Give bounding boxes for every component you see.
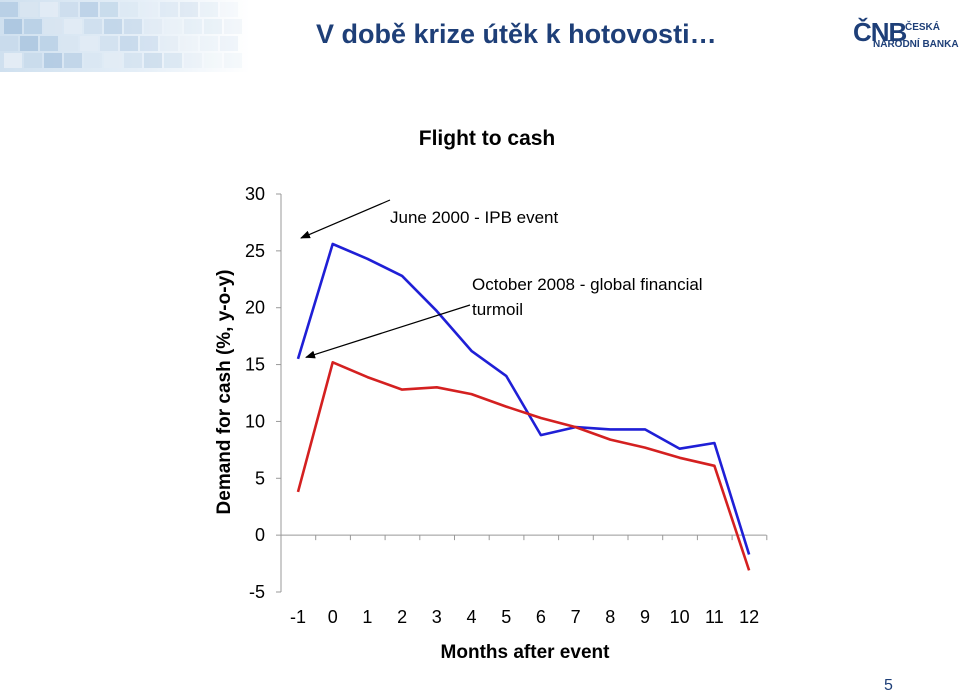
mosaic-tile [180, 36, 198, 51]
x-tick-label: 4 [466, 607, 476, 627]
y-tick-label: 20 [245, 298, 265, 318]
mosaic-tile [184, 19, 202, 34]
mosaic-tile [204, 19, 222, 34]
cnb-logo: ČNB ČESKÁ NÁRODNÍ BANKA [853, 15, 959, 55]
mosaic-tile [40, 2, 58, 17]
mosaic-tile [180, 2, 198, 17]
mosaic-tile [160, 2, 178, 17]
mosaic-tile [44, 19, 62, 34]
x-axis-label: Months after event [441, 642, 611, 663]
mosaic-tile [120, 2, 138, 17]
mosaic-tile [144, 53, 162, 68]
mosaic-tile [104, 53, 122, 68]
annotation-ipb-event: June 2000 - IPB event [390, 208, 559, 227]
mosaic-tile [0, 36, 18, 51]
slide-header-band [0, 0, 960, 72]
x-tick-label: 2 [397, 607, 407, 627]
page-number: 5 [884, 677, 893, 694]
mosaic-tile [44, 53, 62, 68]
y-tick-label: 15 [245, 355, 265, 375]
x-tick-label: 11 [705, 607, 724, 627]
x-tick-label: 12 [739, 607, 759, 627]
cnb-logo-mark: ČNB [853, 17, 907, 47]
mosaic-tile [0, 2, 18, 17]
cnb-logo-line1: ČESKÁ [905, 22, 941, 33]
mosaic-tile [80, 2, 98, 17]
slide-title: V době krize útěk k hotovosti… [316, 19, 717, 49]
y-tick-label: 5 [255, 468, 265, 488]
mosaic-tile [200, 36, 218, 51]
mosaic-tile [124, 53, 142, 68]
mosaic-tile [4, 53, 22, 68]
mosaic-tile [104, 19, 122, 34]
cnb-logo-line2: NÁRODNÍ BANKA [873, 39, 959, 50]
mosaic-tile [164, 53, 182, 68]
x-tick-label: 6 [536, 607, 546, 627]
y-tick-label: 30 [245, 184, 265, 204]
series-line-1 [296, 242, 751, 555]
mosaic-tile [140, 36, 158, 51]
y-axis-label: Demand for cash (%, y-o-y) [214, 270, 235, 515]
mosaic-tile [84, 53, 102, 68]
x-tick-label: 3 [432, 607, 442, 627]
mosaic-tile [120, 36, 138, 51]
mosaic-tile [220, 36, 238, 51]
y-tick-label: 0 [255, 525, 265, 545]
x-tick-label: 1 [362, 607, 372, 627]
mosaic-tile [24, 53, 42, 68]
mosaic-tile [204, 53, 222, 68]
mosaic-tile [24, 19, 42, 34]
chart-title: Flight to cash [419, 127, 556, 150]
mosaic-tile [160, 36, 178, 51]
x-tick-label: 8 [605, 607, 615, 627]
y-tick-label: 10 [245, 411, 265, 431]
mosaic-tile [184, 53, 202, 68]
mosaic-tile [100, 36, 118, 51]
annotation-2008-line1: October 2008 - global financial [472, 275, 703, 294]
x-tick-label: 10 [670, 607, 690, 627]
x-tick-label: 5 [501, 607, 511, 627]
mosaic-tile [80, 36, 98, 51]
y-tick-label: -5 [249, 582, 265, 602]
mosaic-tile [224, 53, 242, 68]
mosaic-tile [220, 2, 238, 17]
x-tick-label: 7 [571, 607, 581, 627]
mosaic-tile [124, 19, 142, 34]
mosaic-tile [4, 19, 22, 34]
x-tick-label: 9 [640, 607, 650, 627]
x-tick-label: -1 [290, 607, 306, 627]
mosaic-tile [60, 36, 78, 51]
mosaic-tile [84, 19, 102, 34]
y-tick-label: 25 [245, 241, 265, 261]
mosaic-tile [64, 19, 82, 34]
annotation-2008-arrow [305, 304, 471, 359]
mosaic-tile [164, 19, 182, 34]
mosaic-tile [64, 53, 82, 68]
annotation-ipb-arrow [300, 199, 391, 239]
series-line-2 [296, 361, 751, 571]
mosaic-tile [140, 2, 158, 17]
mosaic-tile [20, 36, 38, 51]
mosaic-tile [100, 2, 118, 17]
annotation-2008-line2: turmoil [472, 300, 523, 319]
mosaic-tile [200, 2, 218, 17]
mosaic-tile [60, 2, 78, 17]
mosaic-tile [40, 36, 58, 51]
mosaic-tile [224, 19, 242, 34]
mosaic-tile [20, 2, 38, 17]
mosaic-tile [144, 19, 162, 34]
x-tick-label: 0 [328, 607, 338, 627]
header-mosaic-decoration [0, 0, 260, 72]
